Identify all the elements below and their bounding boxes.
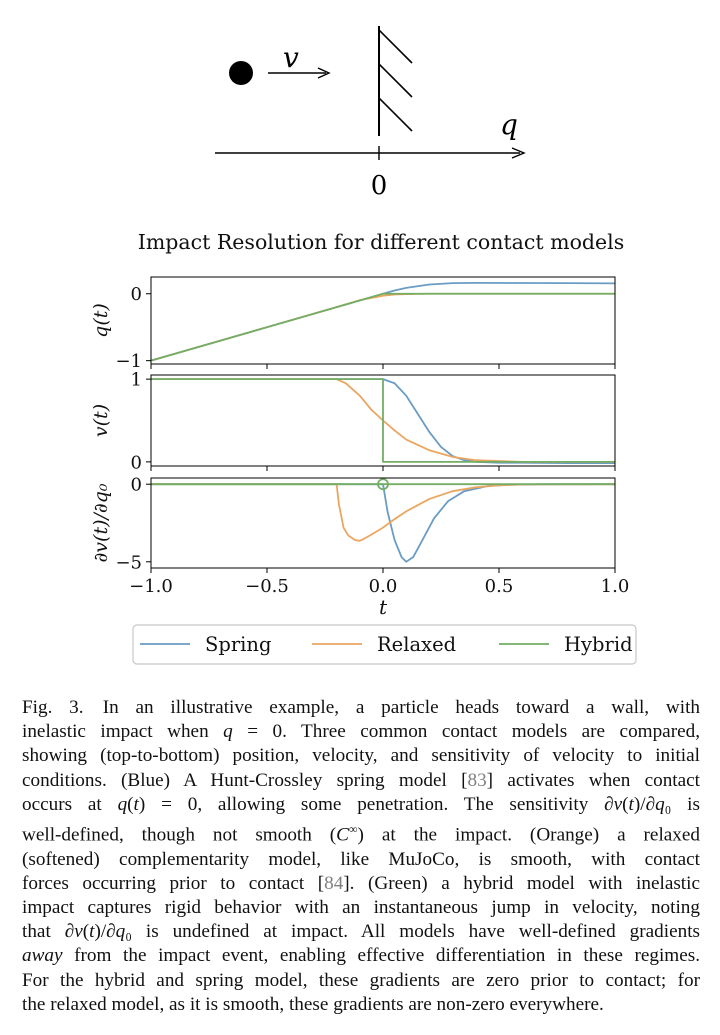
caption-line: showing (top-to-bottom) position, veloci…: [22, 744, 700, 768]
caption-text: occurs at: [22, 793, 118, 815]
caption-text: v: [613, 793, 623, 815]
x-axis-label: t: [379, 595, 388, 619]
caption-text: )/∂: [94, 921, 116, 943]
caption-text: q: [655, 793, 665, 815]
y-axis-label-panel-3: ∂v(t)/∂q₀: [90, 483, 112, 562]
caption-text: ₀ is: [664, 793, 700, 815]
caption-text: away: [22, 945, 63, 967]
q-axis-zero-label: 0: [371, 171, 388, 201]
caption-text: (: [82, 921, 90, 943]
wall-hatch-3: [378, 97, 413, 132]
legend: Spring Relaxed Hybrid: [132, 624, 637, 665]
caption-line: impact captures rigid behavior with an i…: [22, 896, 700, 920]
caption-line: forces occurring prior to contact [84]. …: [22, 872, 700, 896]
y-tick-label: −1: [115, 351, 142, 372]
y-axis-label-panel-1: q(t): [90, 303, 112, 338]
q-axis-arrow-head: [511, 147, 526, 159]
series-line-relaxed-panel-2: [151, 378, 615, 463]
y-tick-label: 0: [131, 284, 142, 305]
y-tick-label: 0: [131, 475, 142, 496]
velocity-arrow-head: [317, 67, 331, 79]
legend-label-spring: Spring: [205, 633, 271, 656]
wall-hatch-2: [378, 63, 413, 98]
caption-text: (softened) complementarity model, like M…: [22, 848, 700, 870]
caption-text: ] activates when contact: [486, 769, 700, 791]
caption-text: t: [89, 921, 95, 943]
caption-text: ) at the impact. (Orange) a relaxed: [357, 824, 700, 846]
y-tick-label: 1: [131, 370, 142, 391]
caption-text: inelastic impact when: [22, 721, 224, 743]
legend-box: [132, 624, 637, 665]
figure: v q 0 Impact Resolution for different co…: [90, 26, 637, 665]
caption-text: q: [115, 921, 126, 943]
panel-frame-1: [150, 276, 616, 365]
caption-text: ₀ is undefined at impact. All models hav…: [125, 921, 700, 943]
caption-text: ∞: [348, 822, 358, 837]
y-tick-label: −5: [115, 552, 142, 573]
caption-text: showing (top-to-bottom) position, veloci…: [22, 745, 700, 767]
discontinuity-marker: [377, 478, 389, 491]
caption-line: conditions. (Blue) A Hunt-Crossley sprin…: [22, 769, 700, 793]
caption-text: )/∂: [633, 793, 656, 815]
caption-text: conditions. (Blue) A Hunt-Crossley sprin…: [22, 769, 468, 791]
particle-dot: [229, 61, 253, 85]
caption-text: from the impact event, enabling effectiv…: [62, 945, 700, 967]
caption-text: Fig. 3. In an illustrative example, a pa…: [22, 697, 700, 718]
caption-text: well-defined, though not smooth (: [22, 824, 337, 846]
caption-text: q: [117, 793, 128, 815]
caption-line: away from the impact event, enabling eff…: [22, 944, 700, 968]
caption-text: the relaxed model, as it is smooth, thes…: [22, 993, 604, 1015]
velocity-label: v: [283, 41, 299, 74]
caption-line: (softened) complementarity model, like M…: [22, 848, 700, 872]
legend-label-relaxed: Relaxed: [377, 633, 456, 656]
citation-link[interactable]: 84: [324, 872, 344, 894]
chart-title: Impact Resolution for different contact …: [138, 230, 625, 254]
caption-text: ]. (Green) a hybrid model with inelastic: [343, 872, 700, 894]
caption-line: well-defined, though not smooth (C∞) at …: [22, 817, 700, 848]
caption-line: Fig. 3. In an illustrative example, a pa…: [22, 696, 700, 720]
caption-text: q: [223, 721, 233, 743]
caption-text: t: [133, 793, 139, 815]
x-tick-label: −1.0: [129, 576, 173, 597]
caption-line: the relaxed model, as it is smooth, thes…: [22, 993, 700, 1017]
x-tick-label: 1.0: [601, 576, 630, 597]
caption-line: inelastic impact when q = 0. Three commo…: [22, 720, 700, 744]
series-line-relaxed-panel-1: [150, 292, 615, 362]
y-tick-label: 0: [131, 452, 142, 473]
series-line-hybrid-panel-2: [151, 378, 615, 463]
series-line-hybrid-panel-1: [150, 292, 615, 362]
panel-frame-3: [150, 477, 616, 569]
caption-text: t: [628, 793, 634, 815]
q-axis-label: q: [500, 108, 518, 141]
caption-text: ) = 0, allowing some penetration. The se…: [138, 793, 614, 815]
caption-text: forces occurring prior to contact [: [22, 872, 325, 894]
x-tick-label: 0.5: [485, 576, 514, 597]
series-line-spring-panel-3: [151, 483, 615, 563]
caption-text: = 0. Three common contact models are com…: [232, 721, 700, 743]
caption-text: (: [622, 793, 629, 815]
legend-label-hybrid: Hybrid: [564, 633, 633, 656]
impact-schematic: v q 0: [215, 26, 526, 201]
chart-area: 0 −1q(t) 1 0 v(t) 0 −5∂v(t)/∂q₀ −1.0 −0.5 0.0 0.5 1…: [90, 276, 630, 597]
caption-line: For the hybrid and spring model, these g…: [22, 969, 700, 993]
caption-line: occurs at q(t) = 0, allowing some penetr…: [22, 793, 700, 817]
series-line-relaxed-panel-3: [151, 483, 616, 542]
caption-text: that ∂: [22, 921, 75, 943]
x-tick-label: 0.0: [369, 576, 398, 597]
caption-text: v: [74, 921, 83, 943]
x-tick-label: −0.5: [245, 576, 289, 597]
caption-text: For the hybrid and spring model, these g…: [22, 969, 700, 991]
caption-text: impact captures rigid behavior with an i…: [22, 897, 700, 919]
y-axis-label-panel-2: v(t): [90, 404, 112, 437]
figure-caption: Fig. 3. In an illustrative example, a pa…: [22, 696, 700, 1017]
caption-line: that ∂v(t)/∂q₀ is undefined at impact. A…: [22, 920, 700, 944]
wall-hatch-1: [378, 29, 413, 64]
caption-text: C: [336, 824, 349, 846]
citation-link[interactable]: 83: [467, 769, 487, 791]
caption-text: (: [127, 793, 134, 815]
